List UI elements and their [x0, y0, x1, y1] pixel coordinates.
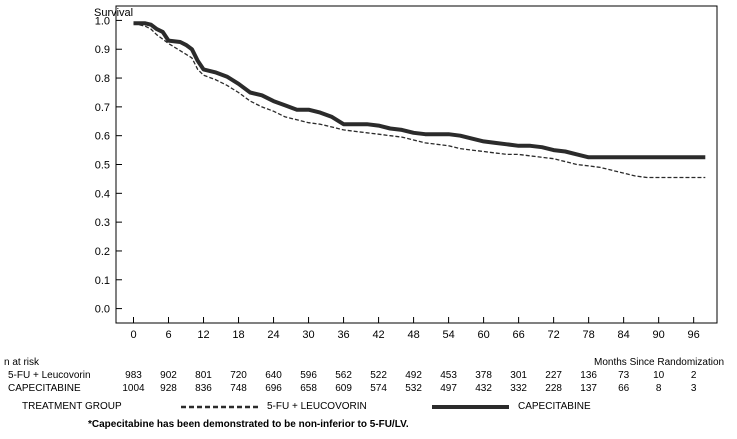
x-tick-label: 6	[165, 329, 171, 341]
risk-value: 720	[230, 370, 247, 381]
risk-value: 2	[690, 370, 697, 381]
x-tick-label: 78	[583, 329, 595, 341]
x-tick-label: 24	[267, 329, 279, 341]
x-tick-label: 12	[197, 329, 209, 341]
series-line-5fu-leucovorin	[133, 22, 706, 179]
risk-value: 928	[160, 383, 177, 394]
risk-value: 3	[690, 383, 697, 394]
x-tick-label: 90	[653, 329, 665, 341]
months-axis-caption: Months Since Randomization	[594, 357, 725, 368]
risk-value: 983	[125, 370, 142, 381]
y-tick-label: 0.9	[95, 44, 110, 56]
y-tick-label: 0.1	[95, 275, 110, 287]
x-tick-label: 84	[618, 329, 630, 341]
risk-value: 453	[440, 370, 457, 381]
risk-value: 137	[580, 383, 597, 394]
y-axis-label: Survival	[94, 7, 133, 19]
legend-title: TREATMENT GROUP	[22, 401, 122, 412]
risk-row-label-5fu: 5-FU + Leucovorin	[8, 370, 91, 381]
risk-row-label-capecitabine: CAPECITABINE	[8, 383, 81, 394]
series-layer	[133, 21, 706, 179]
x-tick-label: 42	[372, 329, 384, 341]
risk-value: 10	[653, 370, 665, 381]
risk-value: 66	[618, 383, 630, 394]
legend-label-capecitabine: CAPECITABINE	[518, 401, 591, 412]
y-tick-label: 1.0	[95, 15, 110, 27]
series-line-capecitabine	[133, 21, 706, 160]
risk-value: 609	[335, 383, 352, 394]
risk-value: 696	[265, 383, 282, 394]
risk-value: 640	[265, 370, 282, 381]
y-tick-label: 0.3	[95, 217, 110, 229]
risk-value: 532	[405, 383, 422, 394]
y-tick-label: 0.8	[95, 73, 110, 85]
risk-value: 332	[510, 383, 527, 394]
risk-value: 8	[655, 383, 662, 394]
x-tick-label: 36	[337, 329, 349, 341]
risk-value: 801	[195, 370, 212, 381]
plot-frame	[115, 5, 718, 324]
x-tick-label: 66	[512, 329, 524, 341]
x-axis-ticks: 0 6 12 18 24 30 36 42 48 54 60 66 72 78 84 90 96	[130, 317, 700, 341]
x-tick-label: 96	[688, 329, 700, 341]
x-tick-label: 60	[477, 329, 489, 341]
risk-value: 228	[545, 383, 562, 394]
risk-value: 902	[160, 370, 177, 381]
x-tick-label: 18	[232, 329, 244, 341]
risk-value: 136	[580, 370, 597, 381]
risk-value: 596	[300, 370, 317, 381]
risk-value: 378	[475, 370, 492, 381]
risk-value: 301	[510, 370, 527, 381]
risk-value: 562	[335, 370, 352, 381]
risk-value: 522	[370, 370, 387, 381]
y-tick-label: 0.0	[95, 304, 110, 316]
x-tick-label: 0	[130, 329, 136, 341]
risk-value: 748	[230, 383, 247, 394]
footnote: *Capecitabine has been demonstrated to b…	[88, 419, 409, 430]
risk-value: 73	[618, 370, 630, 381]
risk-value: 497	[440, 383, 457, 394]
risk-table-heading: n at risk	[4, 357, 40, 368]
y-tick-label: 0.7	[95, 102, 110, 114]
y-axis-ticks: 0.0 0.1 0.2 0.3 0.4 0.5 0.6 0.7 0.8 0.9 1.0	[95, 15, 122, 316]
risk-value: 432	[475, 383, 492, 394]
risk-value: 227	[545, 370, 562, 381]
risk-value: 574	[370, 383, 387, 394]
y-tick-label: 0.4	[95, 188, 110, 200]
risk-value: 1004	[122, 383, 145, 394]
x-tick-label: 48	[407, 329, 419, 341]
risk-value: 492	[405, 370, 422, 381]
y-tick-label: 0.2	[95, 246, 110, 258]
y-tick-label: 0.6	[95, 131, 110, 143]
x-tick-label: 30	[302, 329, 314, 341]
risk-value: 658	[300, 383, 317, 394]
legend-swatches	[181, 405, 509, 409]
x-tick-label: 54	[442, 329, 454, 341]
risk-value: 836	[195, 383, 212, 394]
legend-label-5fu: 5-FU + LEUCOVORIN	[267, 401, 367, 412]
x-tick-label: 72	[547, 329, 559, 341]
y-tick-label: 0.5	[95, 160, 110, 172]
